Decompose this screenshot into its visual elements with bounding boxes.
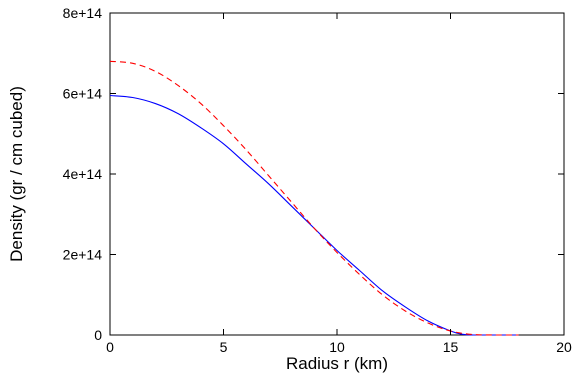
y-tick-label: 2e+14 [63, 247, 103, 263]
y-tick-label: 4e+14 [63, 166, 103, 182]
x-axis-label: Radius r (km) [286, 354, 388, 373]
y-axis-ticks: 0 2e+14 4e+14 6e+14 8e+14 [63, 5, 564, 343]
x-tick-label: 20 [556, 339, 572, 355]
x-axis-ticks: 0 5 10 15 20 [106, 13, 572, 355]
x-tick-label: 15 [443, 339, 459, 355]
x-tick-label: 5 [220, 339, 228, 355]
plot-area [109, 12, 565, 336]
series-layer [109, 60, 519, 336]
y-tick-label: 0 [94, 327, 102, 343]
x-tick-label: 10 [329, 339, 345, 355]
x-tick-label: 0 [106, 339, 114, 355]
y-tick-label: 8e+14 [63, 5, 103, 21]
series-line-2 [109, 60, 519, 336]
y-tick-label: 6e+14 [63, 86, 103, 102]
y-axis-label: Density (gr / cm cubed) [7, 86, 26, 262]
series-line-1 [109, 94, 519, 336]
plot-frame [109, 12, 565, 336]
